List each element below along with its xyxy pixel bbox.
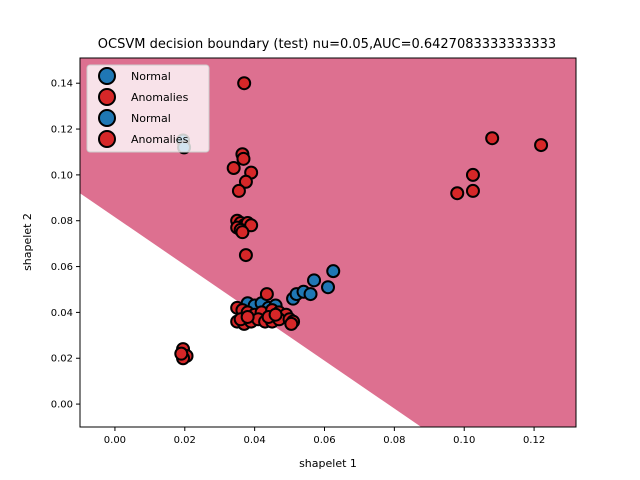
y-tick-label: 0.12	[51, 125, 73, 136]
anomalies-point	[259, 287, 274, 302]
legend-marker	[98, 67, 116, 85]
anomalies-point	[465, 167, 480, 182]
legend-box	[86, 64, 210, 153]
anomalies-point	[240, 309, 255, 324]
plot-area	[79, 57, 577, 428]
legend-label: Anomalies	[131, 133, 189, 146]
chart-title: OCSVM decision boundary (test) nu=0.05,A…	[98, 37, 556, 52]
legend-marker	[98, 88, 116, 106]
anomalies-point	[237, 76, 252, 91]
legend-label: Normal	[131, 70, 171, 83]
x-tick-label: 0.08	[383, 435, 405, 446]
plot-frame	[79, 57, 577, 428]
x-axis: 0.00 0.02 0.04 0.06 0.08 0.10 0.12	[104, 427, 545, 446]
anomalies-point	[236, 151, 251, 166]
y-axis-label: shapelet 2	[21, 213, 34, 271]
normal-point	[303, 287, 318, 302]
y-tick-label: 0.08	[51, 216, 73, 227]
normal-point	[321, 280, 335, 295]
y-tick-label: 0.06	[51, 262, 73, 273]
y-tick-label: 0.02	[51, 354, 73, 365]
anomalies-point	[238, 174, 253, 189]
legend-label: Normal	[131, 112, 171, 125]
anomalies-point	[235, 225, 250, 240]
anomalies-point	[226, 161, 241, 176]
x-tick-label: 0.10	[453, 435, 475, 446]
normal-point	[326, 264, 341, 279]
normal-point	[307, 273, 322, 288]
anomalies-point	[268, 307, 283, 322]
x-tick-label: 0.00	[104, 435, 126, 446]
x-axis-label: shapelet 1	[299, 457, 357, 470]
legend-label: Anomalies	[131, 91, 189, 104]
legend-marker	[98, 109, 116, 127]
anomalies-point	[450, 186, 465, 201]
y-tick-label: 0.00	[51, 400, 73, 411]
legend-marker	[98, 130, 116, 148]
anomalies-point	[485, 131, 500, 146]
x-tick-label: 0.04	[244, 435, 266, 446]
anomalies-point	[465, 183, 480, 198]
legend: Normal Anomalies Normal Anomalies	[86, 64, 210, 153]
x-tick-label: 0.12	[523, 435, 545, 446]
x-tick-label: 0.02	[174, 435, 196, 446]
y-tick-label: 0.04	[51, 308, 73, 319]
anomalies-point	[174, 346, 189, 361]
points-layer	[174, 76, 549, 366]
y-tick-label: 0.14	[51, 79, 73, 90]
anomalies-point	[238, 248, 253, 263]
x-tick-label: 0.06	[313, 435, 335, 446]
anomalies-point	[284, 316, 299, 331]
anomalies-point	[231, 183, 246, 198]
anomalies-point	[534, 138, 549, 153]
y-tick-label: 0.10	[51, 170, 73, 181]
y-axis: 0.00 0.02 0.04 0.06 0.08 0.10 0.12 0.14	[51, 79, 80, 411]
